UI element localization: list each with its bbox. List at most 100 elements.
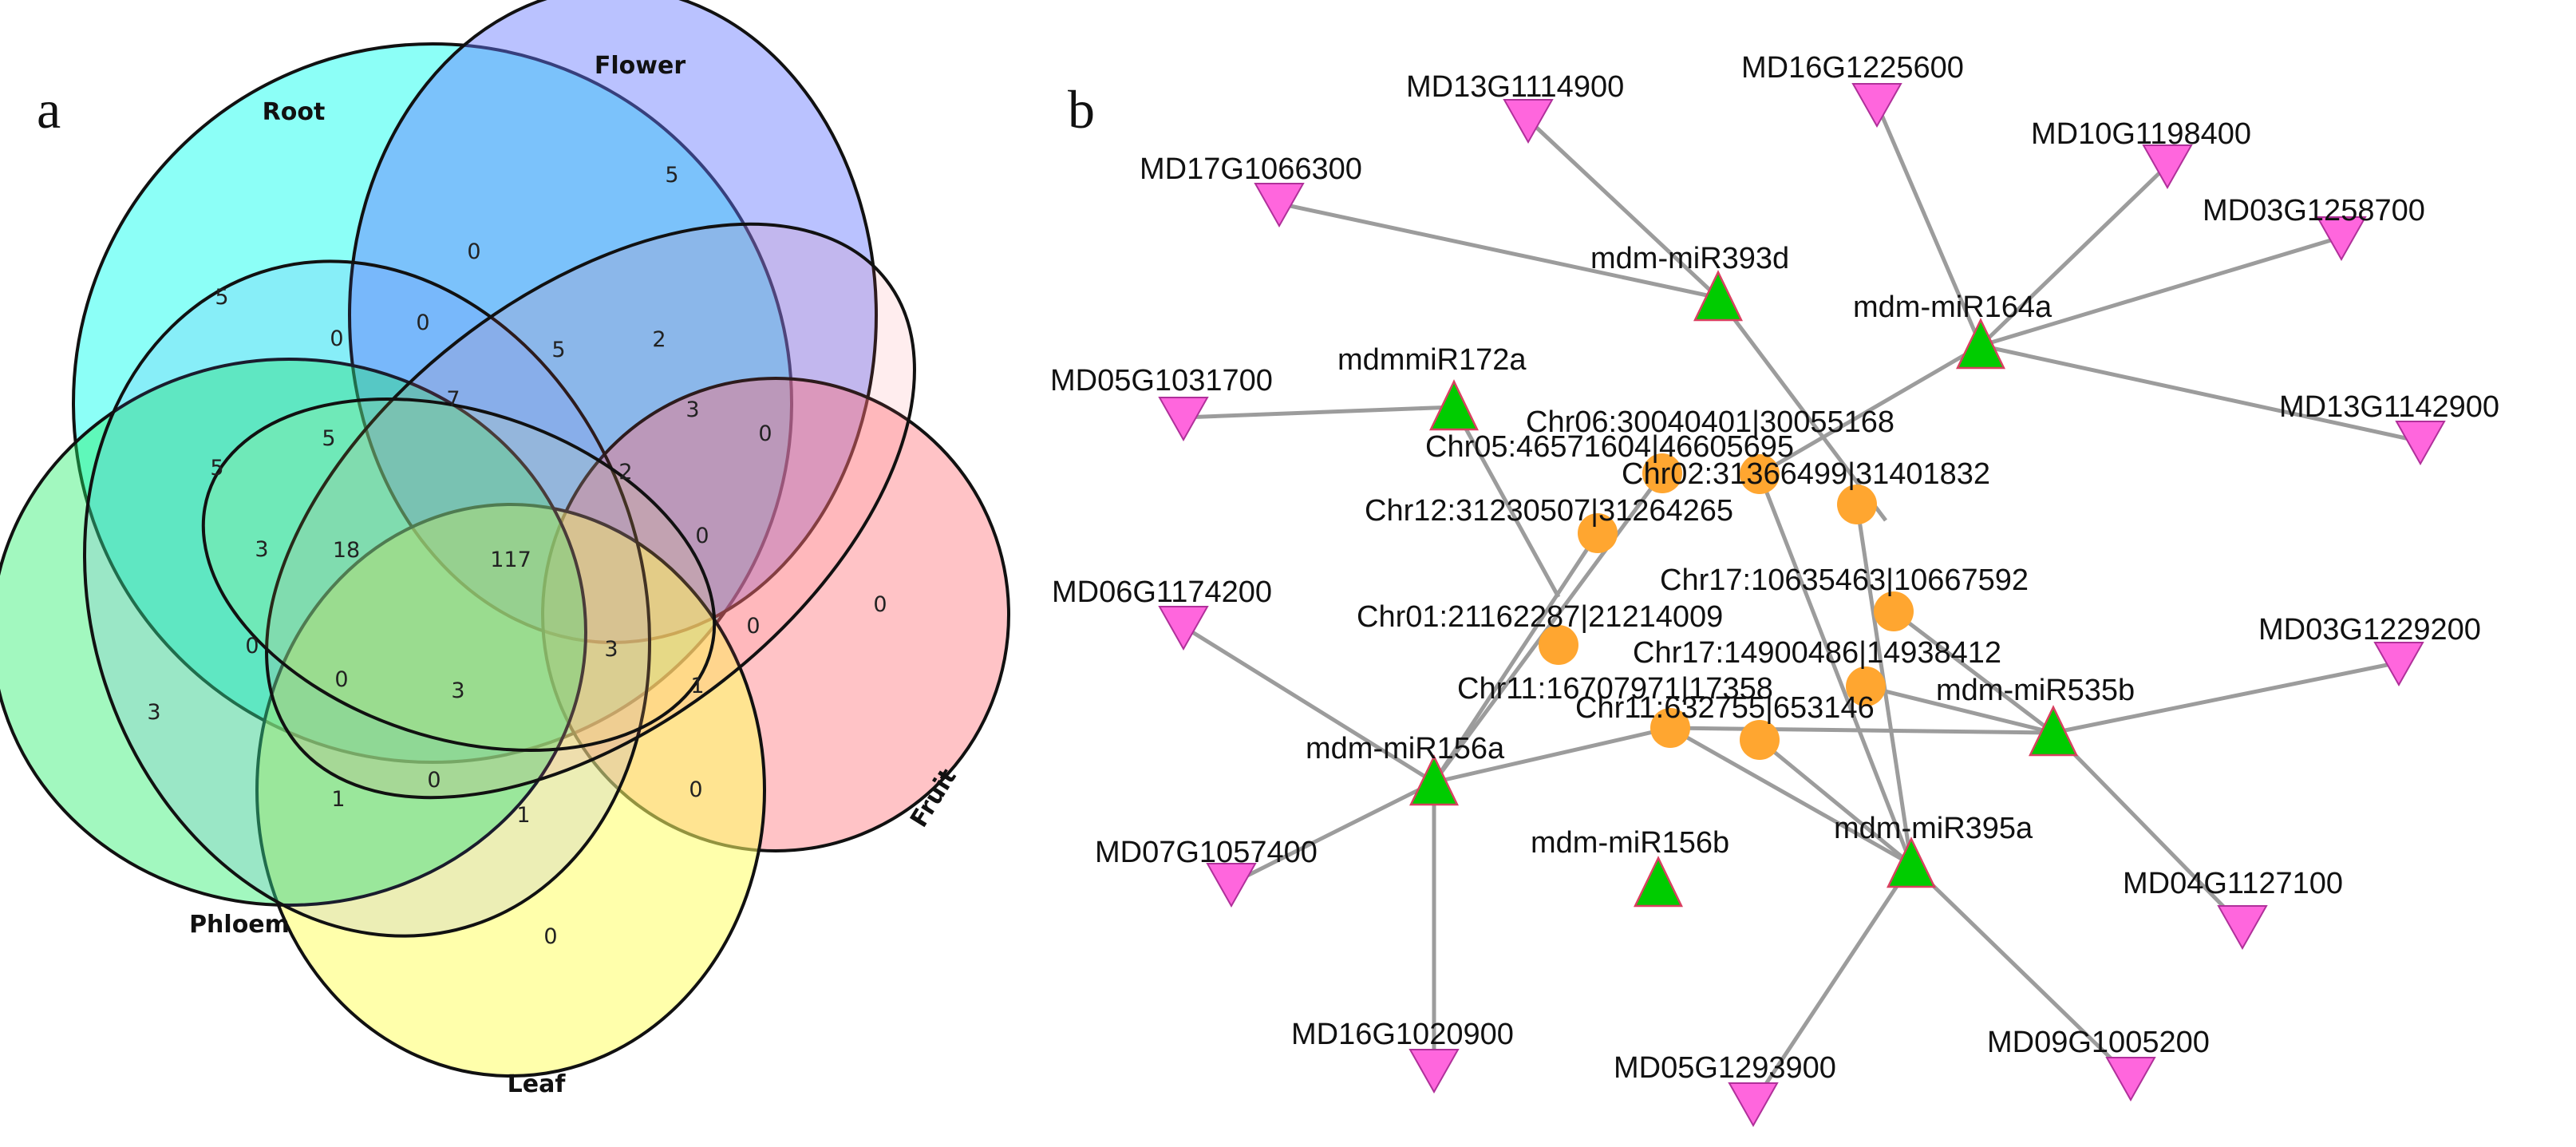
- venn-count: 0: [543, 924, 557, 949]
- venn-count: 0: [695, 524, 709, 548]
- gene-label: MD03G1229200: [2258, 613, 2481, 647]
- venn-counts: 5 5 0 0 3 0 0 0 0 0 0 0 0 0 0 5 5 5 2 2 …: [147, 163, 887, 949]
- gene-label: MD07G1057400: [1095, 836, 1318, 869]
- gene-labels: MD13G1114900 MD16G1225600 MD10G1198400 M…: [1050, 51, 2499, 1085]
- venn-label-root: Root: [263, 98, 326, 126]
- venn-set-phloem: [0, 358, 587, 907]
- mirna-label: mdm-miR393d: [1590, 242, 1789, 275]
- circrna-labels: Chr06:30040401|30055168 Chr05:46571604|4…: [1357, 405, 2029, 725]
- edge: [1527, 118, 1720, 299]
- edge: [1432, 472, 1665, 784]
- mirna-node: [2029, 705, 2078, 757]
- venn-count: 1: [516, 803, 530, 828]
- circrna-label: Chr11:632755|653146: [1575, 691, 1875, 725]
- venn-count: 0: [689, 777, 702, 802]
- edge: [2052, 731, 2244, 927]
- gene-label: MD09G1005200: [1987, 1026, 2210, 1059]
- venn-count: 3: [255, 537, 268, 562]
- edge: [1979, 164, 2169, 347]
- circrna-node: [1642, 453, 1682, 493]
- circrna-label: Chr12:31230507|31264265: [1365, 494, 1733, 528]
- circrna-node: [1846, 666, 1886, 706]
- mirna-label: mdm-miR164a: [1853, 291, 2053, 324]
- mirna-node: [1409, 754, 1459, 806]
- gene-node: [1206, 863, 1257, 908]
- edge: [1980, 343, 2421, 444]
- venn-count: 0: [758, 421, 772, 446]
- mirna-node: [1887, 837, 1936, 888]
- venn-count: 5: [210, 456, 223, 481]
- gene-label: MD16G1225600: [1741, 51, 1964, 85]
- edge: [1230, 780, 1436, 886]
- edge: [1433, 726, 1671, 785]
- venn-label-flower: Flower: [595, 52, 685, 80]
- venn-lobe-inner-1: [83, 259, 651, 938]
- venn-count: 0: [330, 326, 343, 351]
- gene-node: [2316, 216, 2367, 262]
- edge: [1717, 296, 1887, 522]
- venn-count: 0: [334, 667, 348, 692]
- venn-count: 2: [652, 327, 666, 352]
- venn-count: 0: [416, 310, 429, 335]
- gene-label: MD10G1198400: [2031, 117, 2251, 151]
- edge: [1758, 738, 1913, 866]
- mirna-label: mdmmiR172a: [1337, 343, 1527, 377]
- venn-lobe-inner-3: [201, 397, 717, 753]
- edge: [1758, 343, 1982, 477]
- edge: [2053, 660, 2400, 735]
- venn-count: 7: [446, 387, 460, 412]
- edge: [1875, 103, 1983, 346]
- venn-count: 5: [551, 338, 565, 362]
- mirna-label: mdm-miR535b: [1936, 674, 2135, 707]
- circrna-node: [1740, 454, 1780, 494]
- circrna-nodes: [1539, 453, 1914, 760]
- panel-label-a: a: [37, 79, 61, 140]
- circrna-node: [1539, 625, 1578, 665]
- edge: [1182, 624, 1436, 785]
- circrna-node: [1874, 591, 1914, 631]
- circrna-node: [1837, 485, 1877, 524]
- venn-count: 0: [746, 614, 760, 639]
- circrna-node: [1740, 720, 1780, 760]
- mirna-nodes: [1409, 270, 2078, 908]
- mirna-label: mdm-miR156b: [1531, 826, 1729, 860]
- edge: [1183, 405, 1455, 420]
- venn-count: 18: [333, 538, 360, 563]
- gene-node: [1254, 183, 1305, 228]
- gene-label: MD05G1293900: [1614, 1051, 1836, 1085]
- mirna-label: mdm-miR156a: [1306, 732, 1505, 765]
- mirna-node: [1693, 270, 1743, 322]
- gene-label: MD13G1114900: [1406, 70, 1624, 104]
- gene-node: [1503, 99, 1554, 144]
- panel-label-b: b: [1068, 79, 1095, 140]
- venn-count: 3: [604, 637, 618, 662]
- venn-count: 5: [215, 285, 228, 310]
- gene-label: MD06G1174200: [1052, 575, 1272, 609]
- venn-count: 3: [685, 397, 699, 422]
- venn-set-leaf: [255, 503, 766, 1078]
- circrna-label: Chr17:10635463|10667592: [1660, 564, 2029, 597]
- gene-node: [1409, 1049, 1460, 1094]
- edge: [1865, 684, 2054, 735]
- mirna-node: [1956, 318, 2005, 370]
- edge: [1910, 863, 2132, 1079]
- circrna-label: Chr17:14900486|14938412: [1633, 636, 2001, 670]
- edge: [1669, 726, 2054, 735]
- gene-label: MD16G1020900: [1291, 1018, 1514, 1051]
- mirna-label: mdm-miR395a: [1834, 812, 2033, 845]
- edge: [1757, 473, 1914, 865]
- venn-count: 117: [490, 548, 531, 572]
- mirna-node: [1634, 856, 1683, 908]
- gene-label: MD03G1258700: [2203, 194, 2425, 227]
- gene-node: [2105, 1057, 2156, 1102]
- gene-node: [1728, 1082, 1779, 1128]
- gene-label: MD17G1066300: [1140, 152, 1362, 186]
- circrna-node: [1650, 708, 1690, 748]
- gene-node: [2395, 421, 2446, 466]
- gene-nodes: [1158, 83, 2446, 1128]
- mirna-node: [1429, 379, 1479, 431]
- edge: [1452, 405, 1561, 599]
- gene-node: [1851, 83, 1902, 129]
- circrna-label: Chr05:46571604|46605695: [1425, 430, 1794, 464]
- gene-label: MD04G1127100: [2123, 867, 2343, 900]
